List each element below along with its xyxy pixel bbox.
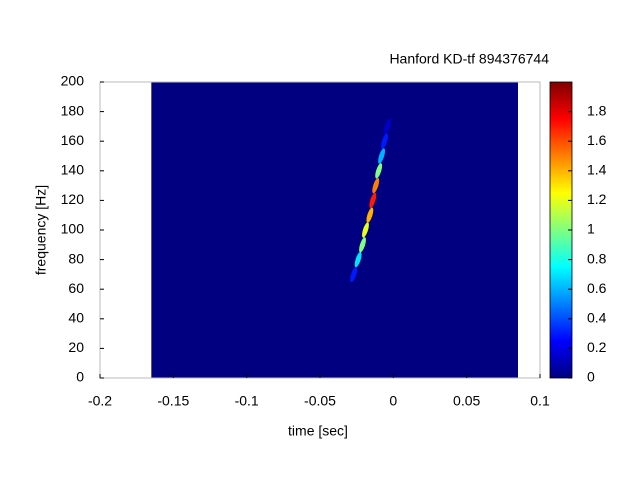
y-tick-label: 40 — [68, 310, 84, 326]
y-tick-label: 0 — [76, 369, 84, 385]
x-tick-label: -0.2 — [88, 393, 112, 409]
heatmap-background — [151, 82, 519, 378]
x-tick-label: 0.05 — [453, 393, 480, 409]
heat-cell — [366, 207, 374, 223]
y-tick-label: 140 — [61, 162, 85, 178]
heat-cell — [384, 118, 391, 135]
colorbar-tick-label: 0.6 — [587, 280, 607, 296]
colorbar-tick-label: 1.6 — [587, 132, 607, 148]
heat-cell — [354, 251, 362, 268]
y-tick-label: 160 — [61, 132, 85, 148]
colorbar-tick-label: 0.2 — [587, 339, 607, 355]
colorbar-tick-label: 0.4 — [587, 310, 607, 326]
y-tick-label: 20 — [68, 339, 84, 355]
y-tick-label: 100 — [61, 221, 85, 237]
x-tick-label: -0.05 — [304, 393, 336, 409]
x-tick-label: -0.1 — [235, 393, 259, 409]
y-tick-label: 60 — [68, 280, 84, 296]
heat-cell — [359, 237, 366, 253]
heat-cell — [381, 133, 388, 149]
colorbar-tick-label: 1.8 — [587, 102, 607, 118]
heat-cell — [372, 177, 380, 194]
heat-cell — [350, 266, 358, 283]
heat-cell — [375, 163, 383, 179]
y-axis-label: frequency [Hz] — [33, 185, 49, 275]
colorbar-tick-label: 1.4 — [587, 162, 607, 178]
y-tick-label: 200 — [61, 73, 85, 89]
heat-cell — [362, 222, 369, 238]
y-tick-label: 80 — [68, 250, 84, 266]
x-axis-label: time [sec] — [288, 423, 348, 439]
colorbar-tick-label: 1.2 — [587, 191, 607, 207]
y-tick-label: 180 — [61, 102, 85, 118]
colorbar-tick-label: 0 — [587, 369, 595, 385]
heat-cell — [369, 192, 377, 209]
colorbar-tick-label: 0.8 — [587, 250, 607, 266]
heat-cell — [378, 148, 386, 164]
x-tick-label: 0.1 — [530, 393, 550, 409]
x-tick-label: -0.15 — [157, 393, 189, 409]
colorbar-tick-label: 1 — [587, 221, 595, 237]
chart-title: Hanford KD-tf 894376744 — [389, 51, 549, 67]
x-tick-label: 0 — [389, 393, 397, 409]
y-tick-label: 120 — [61, 191, 85, 207]
